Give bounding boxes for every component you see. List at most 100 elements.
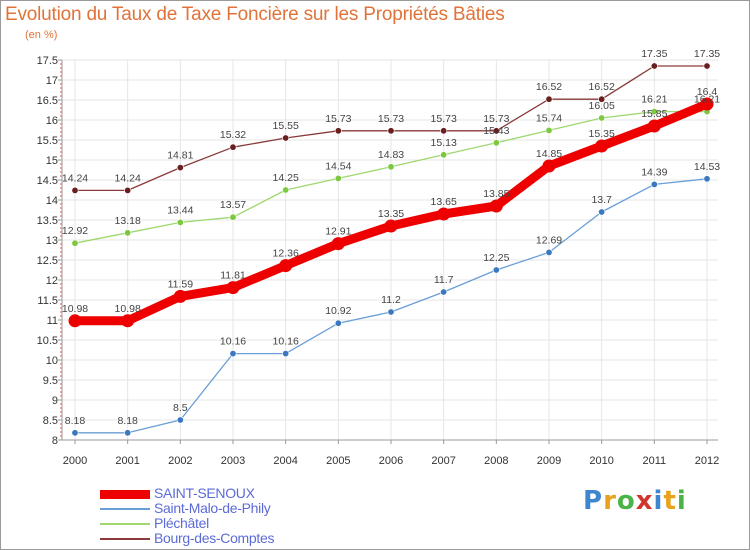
- x-tick-label: 2006: [379, 455, 403, 467]
- data-label-pl-ch-tel: 16.21: [641, 94, 667, 106]
- data-point-pl-ch-tel: [176, 218, 184, 226]
- legend-label: Bourg-des-Comptes: [154, 530, 275, 546]
- data-label-saint-malo-de-phily: 11.2: [381, 294, 401, 306]
- x-tick-label: 2003: [221, 455, 245, 467]
- data-label-pl-ch-tel: 14.25: [273, 172, 299, 184]
- data-point-bourg-des-comptes: [492, 127, 500, 135]
- data-point-pl-ch-tel: [71, 239, 79, 247]
- logo-letter: r: [603, 486, 617, 516]
- data-label-bourg-des-comptes: 15.73: [483, 113, 509, 125]
- data-label-saint-senoux: 13.35: [378, 208, 404, 220]
- data-label-pl-ch-tel: 13.18: [115, 215, 141, 227]
- data-point-saint-malo-de-phily: [176, 416, 184, 424]
- data-label-saint-senoux: 11.81: [220, 270, 246, 282]
- y-tick-label: 8: [52, 435, 58, 447]
- data-point-saint-malo-de-phily: [229, 350, 237, 358]
- data-point-bourg-des-comptes: [387, 127, 395, 135]
- y-tick-label: 14.5: [37, 175, 58, 187]
- x-tick-label: 2000: [63, 455, 87, 467]
- y-tick-label: 16: [46, 115, 58, 127]
- data-point-saint-senoux: [331, 237, 345, 251]
- data-label-pl-ch-tel: 15.43: [483, 125, 509, 137]
- data-point-pl-ch-tel: [598, 114, 606, 122]
- data-point-bourg-des-comptes: [703, 62, 711, 70]
- data-point-bourg-des-comptes: [545, 95, 553, 103]
- x-tick-label: 2001: [115, 455, 139, 467]
- x-tick-label: 2002: [168, 455, 192, 467]
- legend-swatch: [100, 489, 150, 499]
- data-label-bourg-des-comptes: 15.73: [325, 113, 351, 125]
- y-tick-label: 9.5: [43, 375, 58, 387]
- legend-swatch: [100, 523, 150, 525]
- data-point-pl-ch-tel: [545, 126, 553, 134]
- x-tick-label: 2005: [326, 455, 350, 467]
- x-tick-label: 2010: [589, 455, 613, 467]
- data-point-bourg-des-comptes: [440, 127, 448, 135]
- data-label-saint-senoux: 12.91: [325, 226, 351, 238]
- data-point-bourg-des-comptes: [124, 186, 132, 194]
- legend-label: Pléchâtel: [154, 515, 209, 531]
- data-point-bourg-des-comptes: [282, 134, 290, 142]
- data-label-saint-malo-de-phily: 14.39: [641, 166, 667, 178]
- legend-label: Saint-Malo-de-Phily: [154, 500, 271, 516]
- x-tick-label: 2011: [643, 455, 667, 467]
- data-point-bourg-des-comptes: [229, 143, 237, 151]
- data-label-pl-ch-tel: 15.74: [536, 112, 562, 124]
- y-tick-label: 14: [46, 195, 58, 207]
- data-label-saint-senoux: 16.4: [697, 86, 718, 98]
- data-label-saint-senoux: 13.65: [431, 196, 457, 208]
- data-point-saint-senoux: [647, 119, 661, 133]
- data-point-saint-malo-de-phily: [334, 319, 342, 327]
- data-point-pl-ch-tel: [650, 108, 658, 116]
- y-tick-label: 10.5: [37, 335, 58, 347]
- data-point-pl-ch-tel: [282, 186, 290, 194]
- data-point-saint-malo-de-phily: [387, 308, 395, 316]
- y-tick-label: 15.5: [37, 135, 58, 147]
- data-label-bourg-des-comptes: 15.73: [378, 113, 404, 125]
- data-point-saint-senoux: [279, 259, 293, 273]
- data-point-saint-malo-de-phily: [440, 288, 448, 296]
- data-point-bourg-des-comptes: [176, 164, 184, 172]
- data-label-saint-senoux: 15.85: [641, 108, 667, 120]
- data-point-pl-ch-tel: [387, 163, 395, 171]
- data-label-saint-malo-de-phily: 8.18: [117, 415, 138, 427]
- data-label-bourg-des-comptes: 16.52: [536, 81, 562, 93]
- data-label-pl-ch-tel: 15.13: [431, 137, 457, 149]
- data-point-saint-malo-de-phily: [492, 266, 500, 274]
- x-tick-label: 2008: [484, 455, 508, 467]
- data-point-saint-malo-de-phily: [650, 180, 658, 188]
- data-label-bourg-des-comptes: 15.32: [220, 129, 246, 141]
- y-tick-label: 10: [46, 355, 58, 367]
- data-point-saint-malo-de-phily: [545, 248, 553, 256]
- x-tick-label: 2012: [695, 455, 719, 467]
- data-label-pl-ch-tel: 13.57: [220, 199, 246, 211]
- data-point-pl-ch-tel: [334, 174, 342, 182]
- data-label-bourg-des-comptes: 14.24: [115, 172, 141, 184]
- data-point-bourg-des-comptes: [598, 95, 606, 103]
- data-point-saint-malo-de-phily: [598, 208, 606, 216]
- data-label-saint-senoux: 14.85: [536, 148, 562, 160]
- chart-title: Evolution du Taux de Taxe Foncière sur l…: [5, 4, 505, 25]
- y-tick-label: 13: [46, 235, 58, 247]
- data-point-saint-senoux: [700, 97, 714, 111]
- data-point-bourg-des-comptes: [334, 127, 342, 135]
- x-tick-label: 2009: [537, 455, 561, 467]
- legend-swatch: [100, 508, 150, 510]
- y-tick-label: 11.5: [37, 295, 58, 307]
- data-label-saint-malo-de-phily: 12.25: [483, 252, 509, 264]
- data-label-bourg-des-comptes: 15.55: [273, 120, 299, 132]
- data-label-saint-senoux: 10.98: [62, 303, 88, 315]
- data-label-bourg-des-comptes: 16.52: [589, 81, 615, 93]
- data-label-bourg-des-comptes: 14.24: [62, 172, 88, 184]
- data-point-saint-senoux: [226, 281, 240, 295]
- data-point-bourg-des-comptes: [650, 62, 658, 70]
- data-label-saint-senoux: 15.35: [589, 128, 615, 140]
- y-tick-label: 9: [52, 395, 58, 407]
- data-label-saint-malo-de-phily: 8.18: [65, 415, 86, 427]
- logo-letter: x: [635, 486, 654, 516]
- data-label-saint-malo-de-phily: 11.7: [434, 274, 454, 286]
- logo-letter: o: [616, 486, 636, 516]
- data-point-saint-senoux: [595, 139, 609, 153]
- data-label-pl-ch-tel: 14.83: [378, 149, 404, 161]
